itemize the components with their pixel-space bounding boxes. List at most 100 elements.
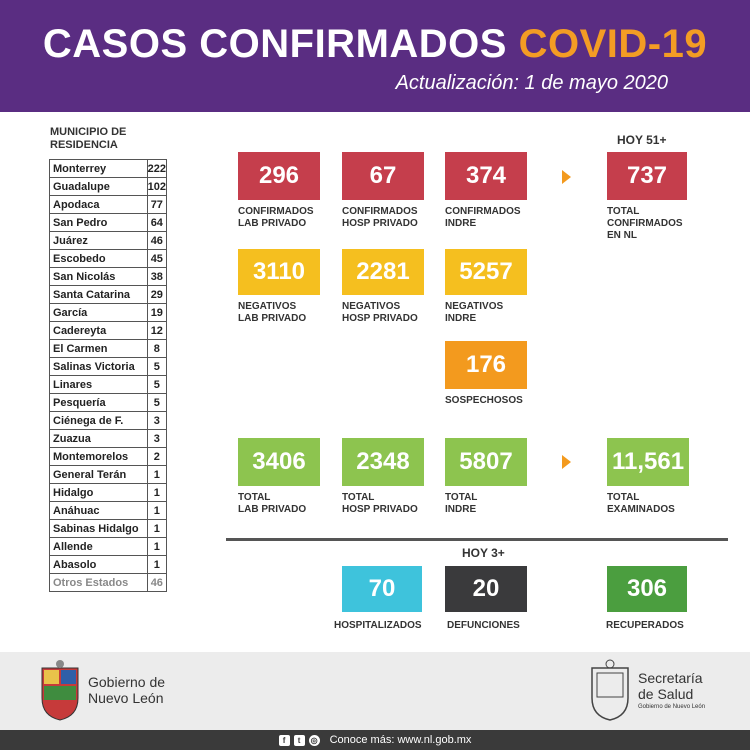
table-row: Salinas Victoria 5 (49, 357, 168, 376)
update-date: Actualización: 1 de mayo 2020 (395, 72, 668, 94)
municipio-name: Abasolo (49, 555, 148, 574)
municipio-name: Sabinas Hidalgo (49, 519, 148, 538)
municipio-value: 3 (146, 429, 168, 448)
municipio-table: Monterrey 222 Guadalupe 102 Apodaca 77 San Ped… (49, 159, 168, 592)
sospechosos-label: SOSPECHOSOS (445, 395, 523, 406)
municipio-value: 46 (146, 573, 168, 592)
municipio-value: 1 (146, 501, 168, 520)
table-row: Montemorelos 2 (49, 447, 168, 466)
title-main: CASOS CONFIRMADOS (42, 22, 507, 66)
arrow-right-icon (562, 455, 571, 469)
municipio-name: El Carmen (49, 339, 148, 358)
municipio-name: General Terán (49, 465, 148, 484)
table-row: Pesquería 5 (49, 393, 168, 412)
municipio-value: 12 (146, 321, 168, 340)
footer: Gobierno de Nuevo León Secretaría de Sal… (0, 652, 750, 730)
municipio-name: Otros Estados (49, 573, 148, 592)
negativos-hosp-privado-box: 2281 (342, 249, 424, 295)
instagram-icon[interactable]: ◎ (308, 734, 320, 746)
confirmados-hosp-privado-label: CONFIRMADOS HOSP PRIVADO (342, 206, 418, 229)
table-row: Escobedo 45 (49, 249, 168, 268)
municipio-name: Hidalgo (49, 483, 148, 502)
table-row: El Carmen 8 (49, 339, 168, 358)
table-row: General Terán 1 (49, 465, 168, 484)
secretaria-salud-seal-icon (591, 659, 629, 721)
hoy-estado: HOY 3+ (462, 546, 505, 560)
municipio-name: Linares (49, 375, 148, 394)
table-row: Cadereyta 12 (49, 321, 168, 340)
table-row: García 19 (49, 303, 168, 322)
municipio-value: 1 (146, 465, 168, 484)
municipio-name: Santa Catarina (49, 285, 148, 304)
municipio-name: San Nicolás (49, 267, 148, 286)
municipio-name: Escobedo (49, 249, 148, 268)
municipio-value: 1 (146, 483, 168, 502)
municipio-name: Juárez (49, 231, 148, 250)
municipio-value: 1 (146, 555, 168, 574)
municipio-heading: MUNICIPIO DE RESIDENCIA (50, 126, 127, 151)
total-indre-label: TOTAL INDRE (445, 492, 478, 515)
municipio-name: Ciénega de F. (49, 411, 148, 430)
municipio-value: 38 (146, 267, 168, 286)
defunciones-box: 20 (445, 566, 527, 612)
municipio-value: 2 (146, 447, 168, 466)
hoy-confirmados: HOY 51+ (617, 133, 667, 147)
municipio-name: Pesquería (49, 393, 148, 412)
municipio-name: Salinas Victoria (49, 357, 148, 376)
table-row: San Nicolás 38 (49, 267, 168, 286)
municipio-value: 5 (146, 357, 168, 376)
confirmados-indre-box: 374 (445, 152, 527, 200)
negativos-hosp-privado-label: NEGATIVOS HOSP PRIVADO (342, 301, 418, 324)
section-divider (226, 538, 728, 541)
municipio-value: 222 (146, 159, 168, 178)
defunciones-label: DEFUNCIONES (447, 620, 520, 631)
table-row: Linares 5 (49, 375, 168, 394)
municipio-value: 102 (146, 177, 168, 196)
confirmados-lab-privado-box: 296 (238, 152, 320, 200)
municipio-value: 3 (146, 411, 168, 430)
recuperados-box: 306 (607, 566, 687, 612)
twitter-icon[interactable]: t (293, 734, 305, 746)
table-row: Apodaca 77 (49, 195, 168, 214)
total-examinados-box: 11,561 (607, 438, 689, 486)
total-lab-privado-label: TOTAL LAB PRIVADO (238, 492, 307, 515)
municipio-value: 1 (146, 519, 168, 538)
table-row: Abasolo 1 (49, 555, 168, 574)
total-hosp-privado-label: TOTAL HOSP PRIVADO (342, 492, 418, 515)
table-row: Guadalupe 102 (49, 177, 168, 196)
table-row: Sabinas Hidalgo 1 (49, 519, 168, 538)
negativos-lab-privado-box: 3110 (238, 249, 320, 295)
total-hosp-privado-box: 2348 (342, 438, 424, 486)
table-row: Monterrey 222 (49, 159, 168, 178)
total-indre-box: 5807 (445, 438, 527, 486)
page-title: CASOS CONFIRMADOS COVID-19 (0, 22, 750, 67)
hospitalizados-label: HOSPITALIZADOS (334, 620, 422, 631)
title-accent: COVID-19 (518, 22, 708, 66)
table-row: Anáhuac 1 (49, 501, 168, 520)
confirmados-hosp-privado-box: 67 (342, 152, 424, 200)
table-row: Otros Estados 46 (49, 573, 168, 592)
municipio-value: 5 (146, 375, 168, 394)
arrow-right-icon (562, 170, 571, 184)
municipio-name: Cadereyta (49, 321, 148, 340)
total-confirmados-box: 737 (607, 152, 687, 200)
recuperados-label: RECUPERADOS (606, 620, 684, 631)
municipio-value: 8 (146, 339, 168, 358)
sospechosos-box: 176 (445, 341, 527, 389)
municipio-name: Apodaca (49, 195, 148, 214)
table-row: San Pedro 64 (49, 213, 168, 232)
municipio-value: 64 (146, 213, 168, 232)
municipio-value: 5 (146, 393, 168, 412)
confirmados-lab-privado-label: CONFIRMADOS LAB PRIVADO (238, 206, 314, 229)
municipio-name: Monterrey (49, 159, 148, 178)
table-row: Zuazua 3 (49, 429, 168, 448)
municipio-value: 46 (146, 231, 168, 250)
facebook-icon[interactable]: f (278, 734, 290, 746)
nuevo-leon-shield-icon (41, 660, 79, 721)
municipio-name: Zuazua (49, 429, 148, 448)
gobierno-nuevo-leon-text: Gobierno de Nuevo León (88, 674, 166, 706)
municipio-value: 1 (146, 537, 168, 556)
conoce-mas-link[interactable]: Conoce más: www.nl.gob.mx (329, 734, 472, 746)
secretaria-salud-subtext: Gobierno de Nuevo León (638, 704, 706, 710)
hospitalizados-box: 70 (342, 566, 422, 612)
